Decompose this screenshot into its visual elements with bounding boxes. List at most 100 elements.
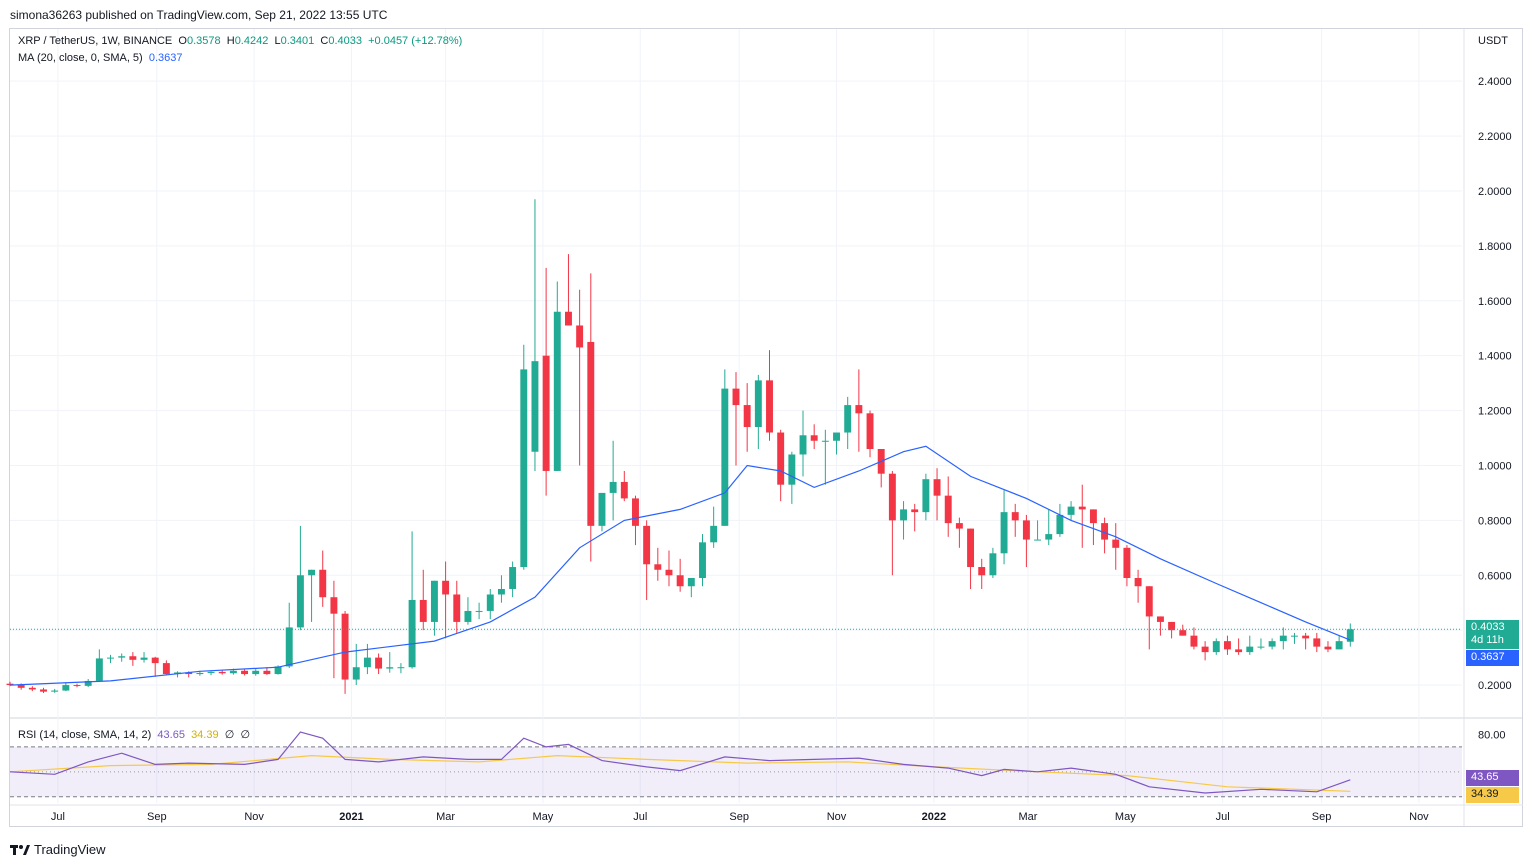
candle-body — [788, 454, 796, 485]
rsi-label[interactable]: RSI (14, close, SMA, 14, 2) — [18, 729, 152, 741]
candle-body — [587, 341, 595, 526]
price-tick-label: 2.4000 — [1478, 76, 1512, 88]
publisher-text: simona36263 published on TradingView.com… — [10, 8, 388, 22]
candle-body — [296, 575, 304, 628]
candle-body — [430, 580, 438, 622]
candle-body — [710, 525, 718, 543]
candle-body — [151, 657, 159, 664]
time-tick-label: Nov — [1409, 811, 1429, 823]
candle-body — [989, 553, 997, 576]
time-tick-label: 2021 — [339, 811, 363, 823]
rsi-ma-line — [9, 754, 1351, 792]
candle-body — [308, 569, 316, 576]
candle-body — [1078, 506, 1086, 510]
ma-label[interactable]: MA (20, close, 0, SMA, 5) — [18, 52, 143, 64]
price-tick-label: 1.2000 — [1478, 406, 1512, 418]
price-tick-label: 0.2000 — [1478, 680, 1512, 692]
candle-body — [509, 567, 517, 589]
candle-body — [911, 509, 919, 513]
rsi-extra-2: ∅ — [240, 729, 251, 741]
last-price-value: 0.4033 — [1471, 621, 1505, 633]
candle-body — [386, 667, 394, 669]
candle-body — [1056, 514, 1064, 535]
rsi-tag-value: 43.65 — [1471, 771, 1499, 783]
candle-body — [475, 610, 483, 612]
candle-body — [1011, 512, 1019, 521]
candle-body — [654, 564, 662, 570]
candle-body — [799, 435, 807, 455]
symbol-label[interactable]: XRP / TetherUS, 1W, BINANCE — [18, 35, 173, 47]
footer-brand[interactable]: TradingView — [34, 842, 106, 857]
chart-frame[interactable] — [9, 28, 1523, 827]
rsi-tick-label: 80.00 — [1478, 729, 1506, 741]
low-label: L — [274, 35, 281, 47]
candle-body — [576, 325, 584, 348]
time-tick-label: Jul — [1216, 811, 1230, 823]
rsi-ma-tag-value: 34.39 — [1471, 788, 1499, 800]
time-tick-label: May — [1115, 811, 1136, 823]
candle-body — [721, 388, 729, 526]
candle-body — [855, 405, 863, 414]
candle-body — [520, 369, 528, 568]
candle-body — [743, 405, 751, 428]
high-value: 0.4242 — [234, 35, 269, 47]
rsi-ma-value-tag: 34.39 — [1466, 787, 1519, 803]
rsi-band — [10, 746, 1462, 797]
candle-body — [687, 578, 695, 587]
candle-body — [140, 657, 148, 660]
candle-body — [564, 311, 572, 326]
candle-body — [1034, 539, 1042, 541]
open-label: O — [178, 35, 187, 47]
candle-body — [274, 666, 282, 675]
candle-body — [1134, 578, 1142, 587]
candle-body — [922, 479, 930, 513]
rsi-extra-1: ∅ — [224, 729, 235, 741]
candle-body — [95, 658, 103, 681]
ma-line — [9, 445, 1351, 686]
candle-body — [453, 594, 461, 622]
rsi-line — [9, 731, 1351, 794]
close-label: C — [320, 35, 329, 47]
candle-body — [665, 569, 673, 576]
candle-body — [844, 405, 852, 433]
time-tick-label: Jul — [51, 811, 65, 823]
candle-body — [263, 670, 271, 675]
candle-body — [1212, 641, 1220, 653]
time-tick-label: Sep — [147, 811, 167, 823]
candle-body — [1123, 547, 1131, 579]
price-tick-label: 1.4000 — [1478, 351, 1512, 363]
candle-body — [810, 435, 818, 441]
time-tick-label: Sep — [729, 811, 749, 823]
candle-body — [955, 523, 963, 529]
candle-body — [363, 657, 371, 668]
candle-body — [218, 671, 226, 674]
candle-body — [1201, 646, 1209, 653]
candle-body — [632, 498, 639, 526]
candle-body — [408, 599, 416, 668]
candle-body — [6, 683, 14, 686]
candle-body — [609, 481, 617, 493]
candle-body — [620, 481, 628, 499]
candle-body — [51, 690, 59, 692]
candle-body — [1179, 630, 1187, 636]
candle-body — [1313, 638, 1321, 647]
candle-body — [442, 580, 450, 595]
candle-body — [944, 495, 952, 524]
change-value: +0.0457 (+12.78%) — [368, 35, 463, 47]
candle-body — [375, 657, 383, 669]
candle-body — [1045, 534, 1053, 540]
candle-body — [84, 680, 92, 686]
candle-body — [833, 432, 840, 441]
candle-body — [866, 413, 874, 449]
time-tick-label: 2022 — [922, 811, 946, 823]
candle-body — [1290, 635, 1298, 637]
candle-body — [1156, 616, 1164, 622]
time-tick-label: Mar — [1019, 811, 1038, 823]
candle-body — [1279, 635, 1287, 642]
candle-body — [241, 670, 249, 675]
candle-body — [531, 361, 539, 452]
price-legend: XRP / TetherUS, 1W, BINANCE O0.3578 H0.4… — [18, 35, 462, 47]
candle-body — [598, 492, 606, 526]
time-tick-label: Sep — [1312, 811, 1332, 823]
